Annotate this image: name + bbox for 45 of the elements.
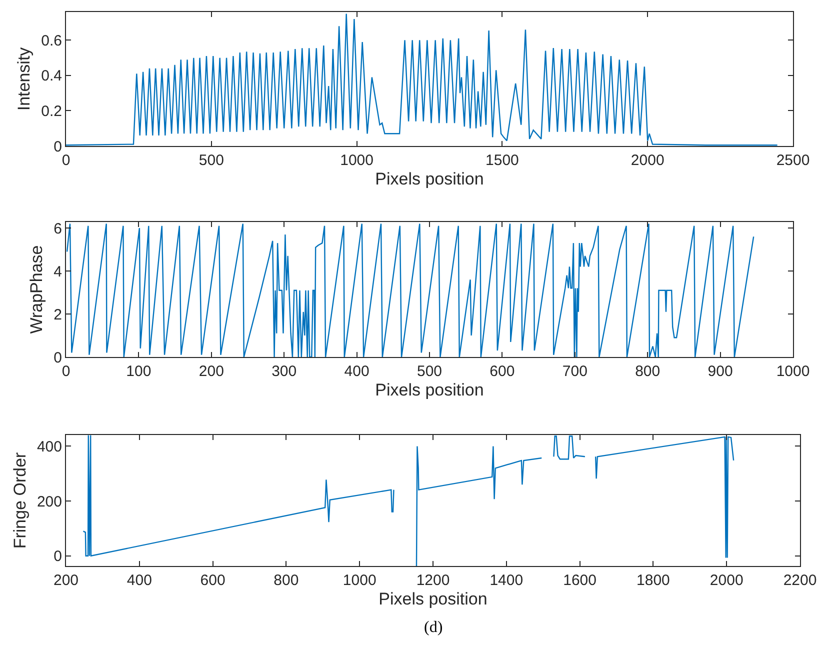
- x-tick-label: 100: [126, 363, 152, 380]
- y-tick-label: 0: [54, 138, 62, 156]
- y-tick-label: 0: [54, 548, 62, 566]
- x-axis-title: Pixels position: [375, 380, 484, 400]
- y-axis-title: Intensity: [14, 46, 34, 111]
- x-tick-label: 500: [198, 152, 224, 169]
- x-tick-label: 1800: [636, 572, 670, 589]
- x-tick-label: 500: [416, 363, 442, 380]
- y-tick-label: 2: [54, 306, 62, 324]
- x-tick-label: 1000: [340, 152, 374, 169]
- x-tick-label: 1500: [486, 152, 519, 169]
- line-series: [66, 223, 754, 357]
- x-tick-label: 1000: [342, 572, 376, 589]
- y-tick-label: 6: [54, 220, 62, 238]
- y-tick-label: 0.2: [41, 102, 62, 120]
- y-axis-title: WrapPhase: [27, 245, 46, 334]
- x-axis-title: Pixels position: [375, 169, 484, 188]
- x-tick-label: 1000: [776, 363, 810, 380]
- x-tick-label: 800: [274, 572, 299, 589]
- x-tick-label: 1400: [490, 572, 524, 589]
- y-tick-label: 0: [54, 349, 62, 366]
- x-axis-title: Pixels position: [378, 589, 488, 608]
- y-tick-label: 4: [54, 263, 62, 280]
- line-series: [66, 13, 778, 146]
- text: (d): [424, 619, 443, 636]
- x-tick-label: 1200: [416, 572, 450, 589]
- x-tick-label: 2500: [776, 152, 810, 169]
- x-tick-label: 2200: [783, 572, 817, 589]
- y-tick-label: 200: [36, 493, 62, 510]
- y-tick-label: 0.4: [41, 68, 62, 85]
- x-tick-label: 2000: [630, 152, 664, 169]
- x-tick-label: 200: [198, 363, 224, 380]
- x-tick-label: 600: [490, 363, 515, 380]
- x-tick-label: 400: [344, 363, 370, 380]
- x-tick-label: 300: [272, 363, 297, 380]
- x-tick-label: 900: [708, 363, 733, 380]
- x-tick-label: 1600: [563, 572, 596, 589]
- y-axis-title: Fringe Order: [10, 452, 30, 549]
- x-tick-label: 600: [200, 572, 226, 589]
- x-tick-label: 700: [562, 363, 588, 380]
- x-tick-label: 400: [126, 572, 152, 589]
- x-tick-label: 2000: [710, 572, 744, 589]
- y-tick-label: 0.6: [41, 32, 62, 50]
- y-tick-label: 400: [36, 438, 62, 456]
- x-tick-label: 800: [635, 363, 660, 380]
